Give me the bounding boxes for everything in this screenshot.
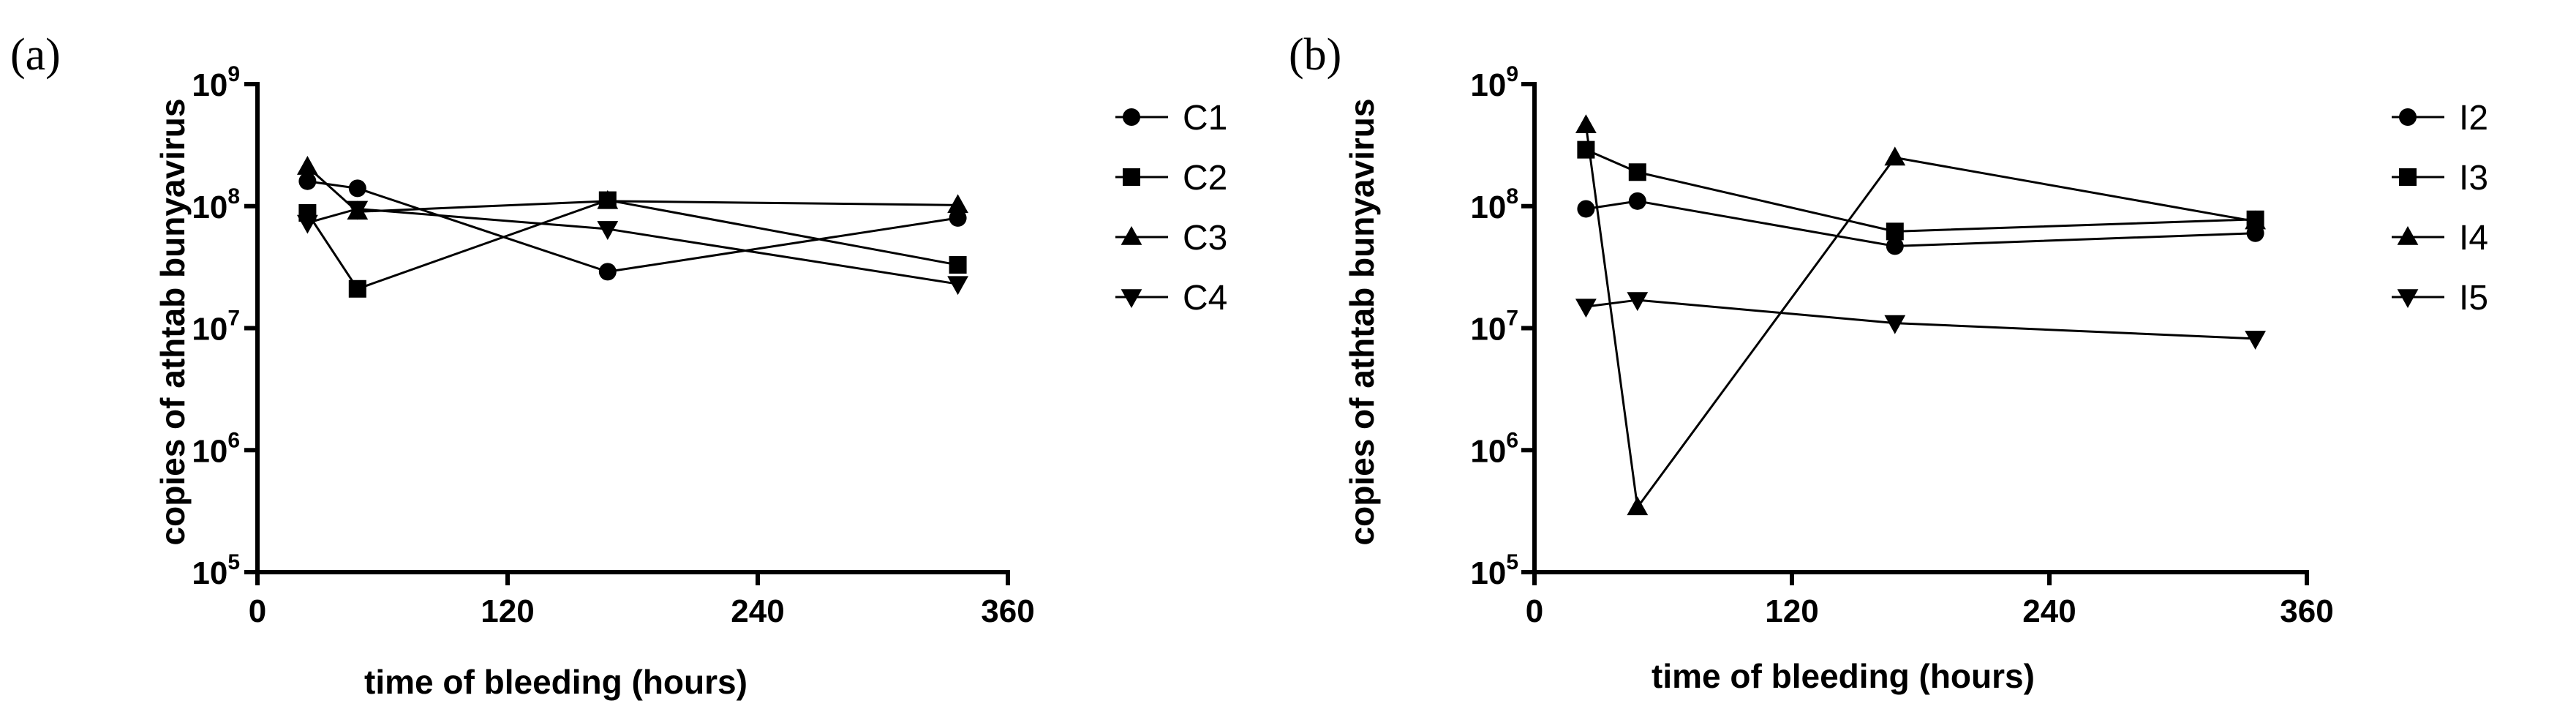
- data-point-i4: [2245, 210, 2266, 230]
- data-point-i2: [1577, 200, 1595, 218]
- x-tick-label: 0: [1526, 593, 1543, 629]
- y-tick-label: 108: [192, 184, 240, 225]
- data-point-c2: [348, 279, 366, 298]
- legend-marker-c1: [1123, 108, 1140, 126]
- data-point-c4: [597, 221, 619, 240]
- panel-label-b: (b): [1289, 30, 1341, 80]
- legend-label: C4: [1183, 279, 1227, 318]
- y-tick-label: 106: [1470, 428, 1518, 469]
- x-tick-label: 360: [981, 593, 1034, 629]
- series-line-c3: [306, 165, 958, 213]
- x-axis-label-b: time of bleeding (hours): [1652, 657, 2035, 695]
- data-point-i3: [1628, 163, 1646, 181]
- x-tick-label: 0: [249, 593, 266, 629]
- data-point-i4: [1575, 114, 1597, 134]
- series-line-i5: [1586, 299, 2256, 340]
- data-point-c4: [297, 214, 318, 234]
- legend-label: I2: [2459, 99, 2488, 138]
- y-axis-label-b: copies of athtab bunyavirus: [1343, 99, 1381, 546]
- series-line-i3: [1585, 149, 2256, 233]
- data-point-c2: [949, 256, 967, 274]
- y-tick-label: 109: [1470, 62, 1518, 103]
- data-point-i2: [1886, 237, 1904, 255]
- legend-item-c3: C3: [1115, 219, 1227, 258]
- data-point-c3: [597, 189, 619, 209]
- data-point-c1: [298, 172, 317, 190]
- legend-marker-c4: [1121, 289, 1142, 308]
- y-tick-label: 109: [192, 62, 240, 103]
- panel-b: (b) copies of athtab bunyavirus time of …: [1289, 30, 2488, 695]
- series-line-c1: [307, 180, 958, 273]
- legend-marker-i4: [2397, 226, 2419, 245]
- data-point-i4: [1884, 146, 1906, 166]
- x-tick-label: 240: [2022, 593, 2076, 629]
- y-tick-label: 106: [192, 428, 240, 469]
- data-point-i2: [1628, 192, 1646, 210]
- legend-marker-i5: [2397, 289, 2419, 308]
- x-axis-label-a: time of bleeding (hours): [364, 663, 747, 701]
- data-point-c1: [348, 179, 366, 198]
- data-point-i5: [1575, 299, 1597, 318]
- legend-item-i5: I5: [2392, 279, 2488, 318]
- series-line-i2: [1586, 200, 2256, 247]
- legend-label: I4: [2459, 219, 2488, 258]
- legend-item-i4: I4: [2392, 219, 2488, 258]
- data-point-c4: [347, 200, 369, 220]
- legend-item-i2: I2: [2392, 99, 2488, 138]
- data-point-c3: [297, 156, 318, 175]
- legend-item-i3: I3: [2392, 159, 2488, 198]
- legend-label: C1: [1183, 99, 1227, 138]
- legend-item-c1: C1: [1115, 99, 1227, 138]
- data-point-c3: [947, 194, 968, 214]
- x-tick-label: 120: [1765, 593, 1818, 629]
- x-tick-label: 360: [2280, 593, 2333, 629]
- legend-item-c2: C2: [1115, 159, 1227, 198]
- legend-marker-c2: [1123, 168, 1140, 186]
- y-tick-label: 105: [192, 550, 240, 591]
- series-line-i4: [1584, 125, 2256, 511]
- legend-marker-i2: [2399, 108, 2417, 126]
- data-point-c1: [598, 263, 617, 281]
- legend-marker-i3: [2399, 168, 2417, 186]
- series-line-c4: [306, 207, 958, 285]
- y-tick-label: 107: [192, 307, 240, 348]
- data-point-i5: [2245, 331, 2266, 350]
- legend-label: C3: [1183, 219, 1227, 258]
- legend-label: I3: [2459, 159, 2488, 198]
- data-point-i4: [1627, 496, 1649, 516]
- data-point-i5: [1884, 315, 1906, 334]
- data-point-c1: [949, 209, 967, 227]
- x-tick-label: 120: [481, 593, 534, 629]
- y-tick-label: 107: [1470, 307, 1518, 348]
- y-tick-label: 108: [1470, 184, 1518, 225]
- data-point-i3: [1577, 140, 1595, 159]
- data-point-i5: [1627, 292, 1649, 312]
- legend-marker-c3: [1121, 226, 1142, 245]
- legend-label: C2: [1183, 159, 1227, 198]
- panel-a: (a) copies of athtab bunyavirus time of …: [10, 30, 1227, 701]
- y-axis-label-a: copies of athtab bunyavirus: [154, 99, 192, 546]
- legend-label: I5: [2459, 279, 2488, 318]
- y-tick-label: 105: [1470, 550, 1518, 591]
- series-line-c2: [306, 198, 958, 290]
- panel-label-a: (a): [10, 30, 61, 80]
- data-point-i3: [1886, 222, 1904, 241]
- legend-item-c4: C4: [1115, 279, 1227, 318]
- x-tick-label: 240: [731, 593, 784, 629]
- data-point-c4: [947, 276, 968, 296]
